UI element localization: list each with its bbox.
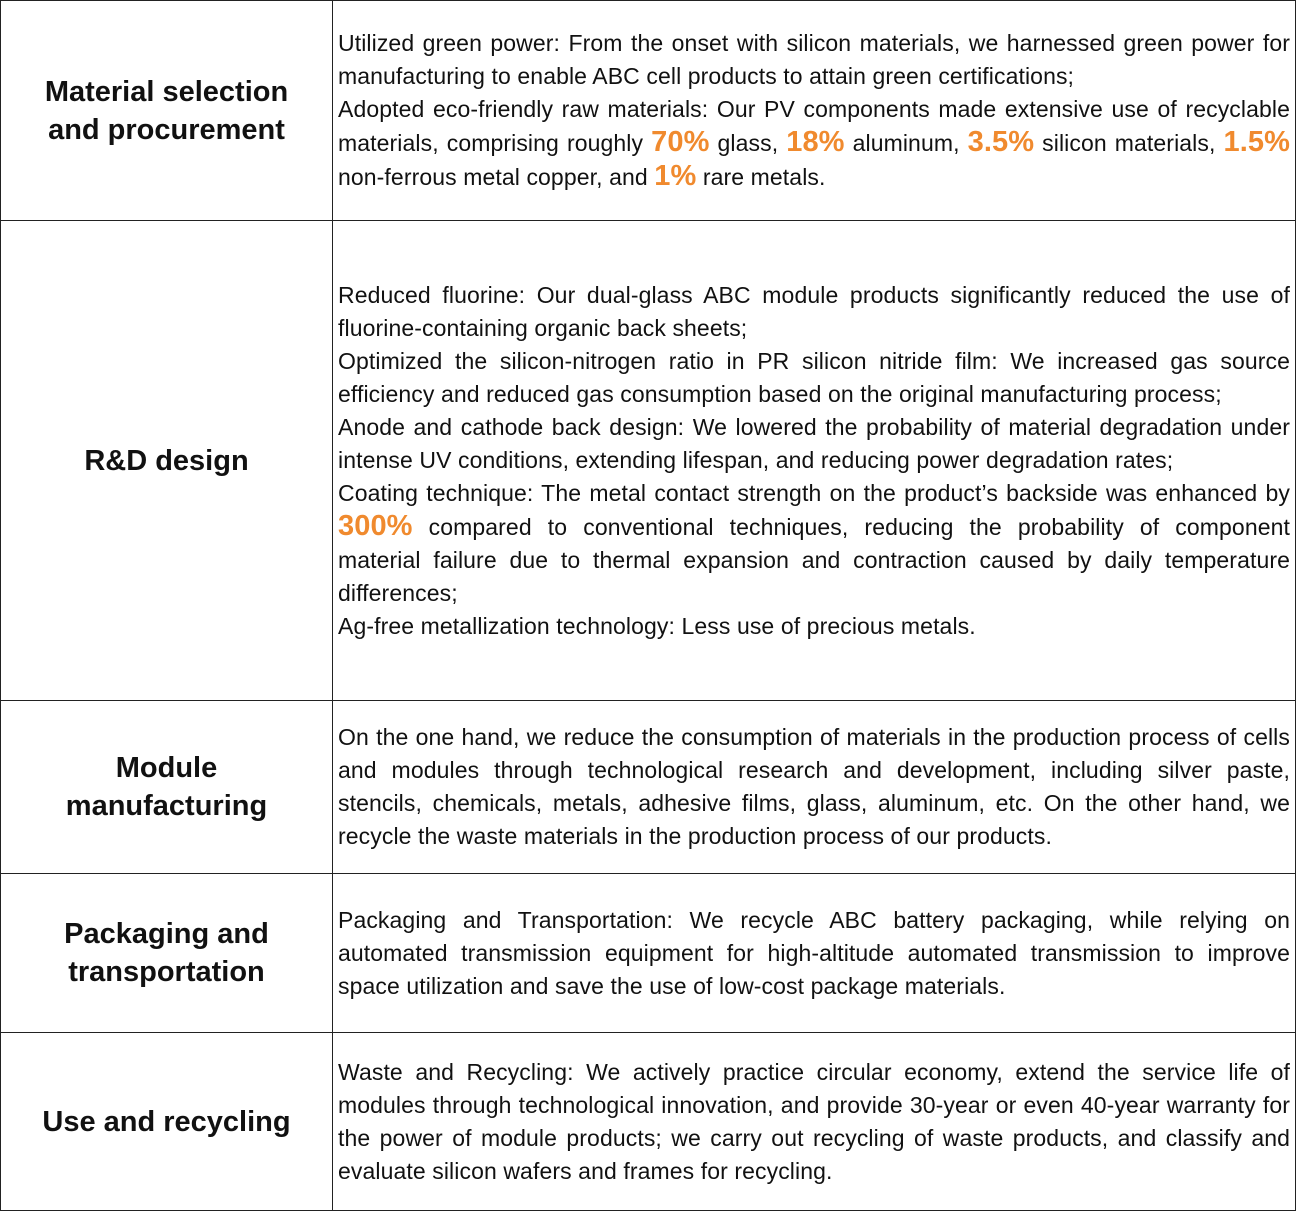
description-paragraph: On the one hand, we reduce the consumpti… bbox=[338, 721, 1290, 853]
highlighted-figure: 18% bbox=[786, 126, 845, 158]
stage-label: Module manufacturing bbox=[0, 700, 333, 874]
text-segment: Ag-free metallization technology: Less u… bbox=[338, 612, 976, 639]
stage-label: R&D design bbox=[0, 220, 333, 701]
table-row: Packaging and transportation Packaging an… bbox=[0, 873, 1296, 1033]
description-paragraph: Utilized green power: From the onset wit… bbox=[338, 27, 1290, 93]
table-row: Module manufacturing On the one hand, we … bbox=[0, 700, 1296, 874]
stage-description: Waste and Recycling: We actively practic… bbox=[332, 1032, 1296, 1211]
text-segment: Anode and cathode back design: We lowere… bbox=[338, 413, 1290, 473]
text-segment: Coating technique: The metal contact str… bbox=[338, 479, 1290, 506]
table-row: Use and recycling Waste and Recycling: We… bbox=[0, 1032, 1296, 1211]
highlighted-figure: 3.5% bbox=[967, 126, 1035, 158]
highlighted-figure: 1% bbox=[654, 160, 697, 192]
stage-label: Use and recycling bbox=[0, 1032, 333, 1211]
text-segment: Adopted eco-friendly raw materials: Our … bbox=[338, 96, 1290, 156]
description-paragraph: Anode and cathode back design: We lowere… bbox=[338, 411, 1290, 477]
description-paragraph: Waste and Recycling: We actively practic… bbox=[338, 1056, 1290, 1188]
text-segment: Reduced fluorine: Our dual-glass ABC mod… bbox=[338, 281, 1290, 341]
text-segment: silicon materials, bbox=[1034, 130, 1224, 156]
table-row: R&D design Reduced fluorine: Our dual-gla… bbox=[0, 220, 1296, 701]
table-row: Material selection and procurement Utiliz… bbox=[0, 0, 1296, 221]
stage-description: On the one hand, we reduce the consumpti… bbox=[332, 700, 1296, 874]
text-segment: Optimized the silicon-nitrogen ratio in … bbox=[338, 347, 1290, 407]
text-segment: compared to conventional techniques, red… bbox=[338, 513, 1290, 606]
highlighted-figure: 1.5% bbox=[1223, 126, 1290, 158]
text-segment: glass, bbox=[709, 130, 787, 156]
highlighted-figure: 70% bbox=[651, 126, 710, 158]
text-segment: non-ferrous metal copper, and bbox=[338, 164, 655, 190]
text-segment: aluminum, bbox=[844, 130, 968, 156]
description-paragraph: Reduced fluorine: Our dual-glass ABC mod… bbox=[338, 279, 1290, 345]
text-segment: rare metals. bbox=[696, 164, 826, 190]
description-paragraph: Packaging and Transportation: We recycle… bbox=[338, 904, 1290, 1003]
stage-description: Reduced fluorine: Our dual-glass ABC mod… bbox=[332, 220, 1296, 701]
description-paragraph: Optimized the silicon-nitrogen ratio in … bbox=[338, 345, 1290, 411]
stage-label: Material selection and procurement bbox=[0, 0, 333, 221]
description-paragraph: Coating technique: The metal contact str… bbox=[338, 477, 1290, 610]
text-segment: Packaging and Transportation: We recycle… bbox=[338, 906, 1290, 999]
stage-label: Packaging and transportation bbox=[0, 873, 333, 1033]
stage-description: Packaging and Transportation: We recycle… bbox=[332, 873, 1296, 1033]
description-paragraph: Ag-free metallization technology: Less u… bbox=[338, 610, 1290, 643]
text-segment: On the one hand, we reduce the consumpti… bbox=[338, 724, 1290, 849]
text-segment: Waste and Recycling: We actively practic… bbox=[338, 1058, 1290, 1184]
highlighted-figure: 300% bbox=[338, 509, 413, 542]
stage-description: Utilized green power: From the onset wit… bbox=[332, 0, 1296, 221]
description-paragraph: Adopted eco-friendly raw materials: Our … bbox=[338, 93, 1290, 194]
text-segment: Utilized green power: From the onset wit… bbox=[338, 30, 1290, 89]
